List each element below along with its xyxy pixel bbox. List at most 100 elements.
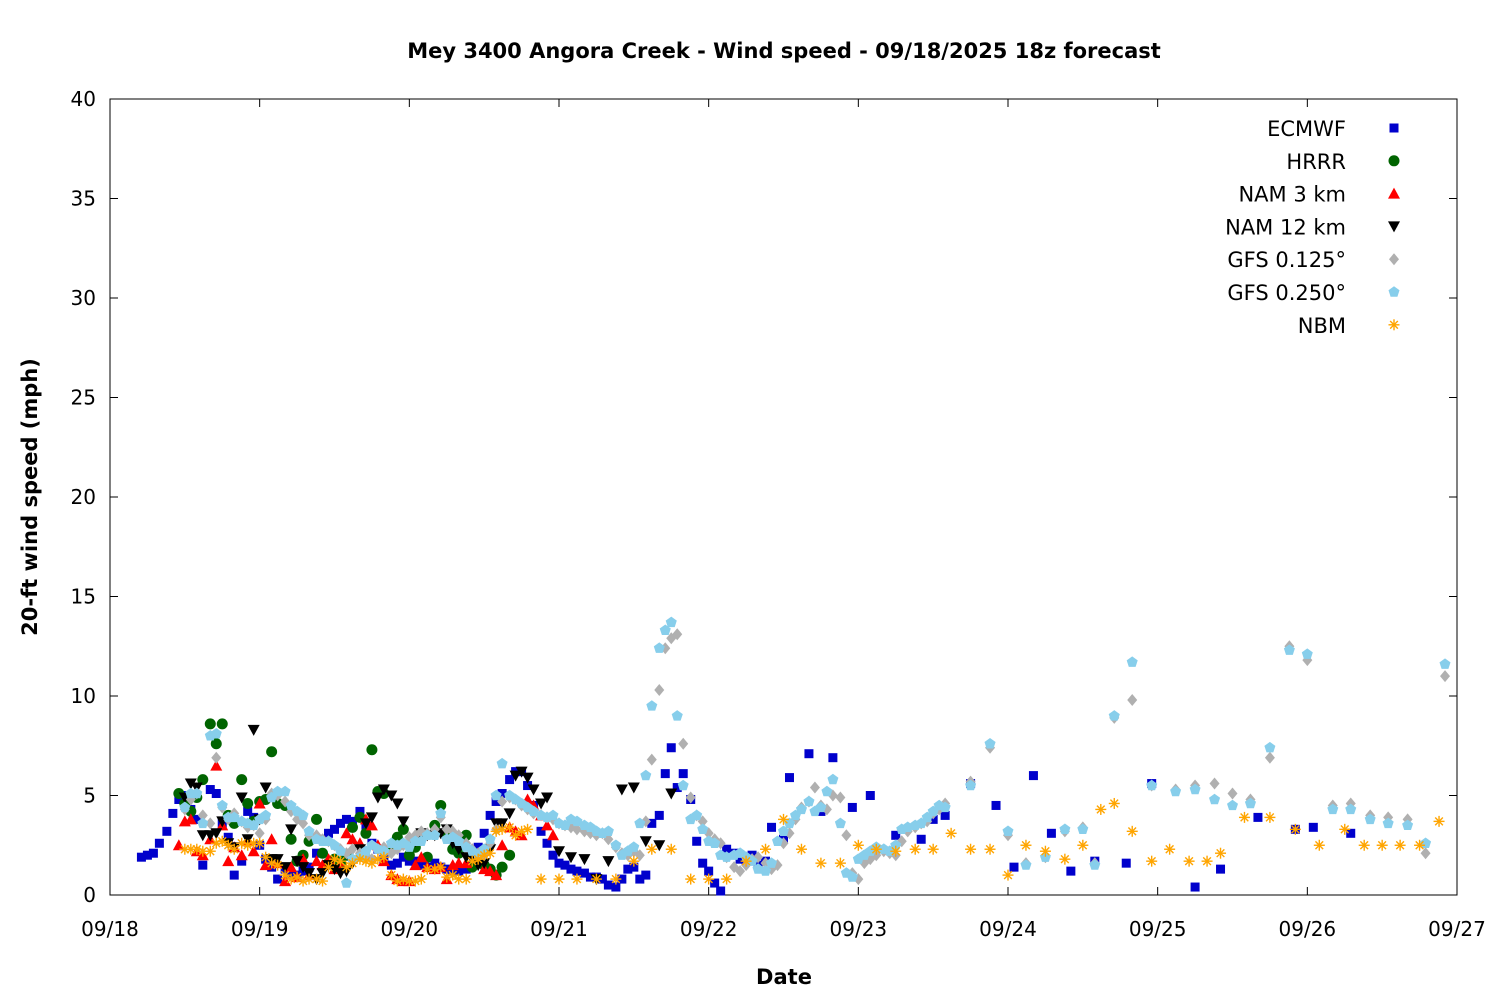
data-point bbox=[259, 859, 272, 871]
legend-marker bbox=[1388, 319, 1400, 331]
data-point bbox=[1039, 845, 1051, 857]
data-point bbox=[1376, 839, 1388, 851]
data-point bbox=[560, 860, 570, 870]
data-point bbox=[210, 759, 223, 771]
data-point bbox=[247, 724, 260, 736]
data-point bbox=[602, 856, 615, 868]
data-point bbox=[766, 857, 777, 868]
data-point bbox=[646, 753, 657, 766]
data-point bbox=[1244, 797, 1256, 809]
data-point bbox=[442, 864, 452, 874]
data-point bbox=[640, 769, 652, 781]
data-point bbox=[460, 829, 472, 841]
data-point bbox=[279, 785, 291, 797]
data-point bbox=[778, 825, 789, 836]
legend-label: NAM 3 km bbox=[1238, 183, 1346, 207]
data-point bbox=[815, 857, 827, 869]
data-point bbox=[461, 864, 471, 874]
x-tick-label: 09/27 bbox=[1428, 917, 1486, 941]
data-point bbox=[1238, 811, 1250, 823]
data-point bbox=[590, 873, 602, 885]
data-point bbox=[542, 838, 552, 848]
data-point bbox=[391, 798, 404, 810]
data-point bbox=[496, 823, 508, 835]
data-point bbox=[535, 798, 548, 810]
data-point bbox=[611, 882, 621, 892]
data-point bbox=[504, 849, 516, 861]
data-point bbox=[678, 769, 688, 779]
data-point bbox=[617, 874, 627, 884]
data-point bbox=[698, 858, 708, 868]
data-point bbox=[266, 746, 278, 758]
y-tick-label: 35 bbox=[71, 187, 96, 211]
x-tick-label: 09/18 bbox=[81, 917, 139, 941]
data-point bbox=[628, 855, 640, 867]
legend-marker bbox=[1388, 187, 1400, 199]
data-point bbox=[916, 834, 926, 844]
data-point bbox=[709, 837, 721, 848]
data-point bbox=[610, 839, 622, 850]
data-point bbox=[1264, 741, 1276, 753]
data-point bbox=[641, 870, 651, 880]
data-point bbox=[291, 856, 304, 868]
data-point bbox=[547, 809, 559, 821]
data-point bbox=[654, 810, 664, 820]
data-point bbox=[259, 782, 272, 794]
data-point bbox=[1201, 855, 1213, 867]
data-point bbox=[398, 852, 408, 862]
data-point bbox=[615, 784, 628, 796]
data-point bbox=[1227, 787, 1238, 800]
data-point bbox=[784, 817, 795, 829]
data-point bbox=[691, 809, 703, 821]
data-point bbox=[366, 744, 378, 756]
data-point bbox=[629, 862, 639, 872]
data-point bbox=[1190, 882, 1200, 892]
data-point bbox=[666, 743, 676, 753]
data-point bbox=[1170, 785, 1182, 797]
data-point bbox=[478, 843, 490, 854]
data-point bbox=[735, 854, 745, 864]
data-point bbox=[716, 886, 726, 896]
data-point bbox=[429, 829, 441, 840]
data-point bbox=[984, 738, 996, 749]
data-point bbox=[285, 799, 297, 811]
legend-marker bbox=[1389, 253, 1399, 266]
data-point bbox=[635, 874, 645, 884]
data-point bbox=[228, 843, 240, 855]
chart-title: Mey 3400 Angora Creek - Wind speed - 09/… bbox=[407, 39, 1161, 63]
data-point bbox=[578, 854, 591, 866]
data-point bbox=[509, 770, 522, 782]
data-point bbox=[571, 823, 582, 836]
data-point bbox=[646, 843, 658, 855]
y-tick-label: 20 bbox=[71, 485, 96, 509]
data-point bbox=[795, 843, 807, 855]
data-point bbox=[415, 873, 427, 885]
data-point bbox=[273, 874, 283, 884]
data-point bbox=[646, 700, 658, 711]
data-point bbox=[403, 849, 415, 861]
series-gfs-0-250- bbox=[179, 616, 1451, 888]
data-point bbox=[1108, 710, 1120, 721]
series-nbm bbox=[179, 797, 1445, 887]
data-point bbox=[415, 851, 428, 863]
data-point bbox=[585, 872, 595, 882]
data-point bbox=[535, 873, 547, 885]
data-point bbox=[421, 829, 433, 840]
data-point bbox=[1028, 771, 1038, 781]
data-point bbox=[1339, 823, 1351, 835]
x-axis: 09/18 09/19 09/20 09/21 09/22 09/23 09/24 09/25… bbox=[81, 99, 1486, 941]
data-point bbox=[821, 785, 833, 797]
data-point bbox=[197, 774, 209, 786]
data-point bbox=[496, 839, 509, 851]
data-point bbox=[827, 773, 839, 785]
x-tick-label: 09/19 bbox=[231, 917, 289, 941]
data-point bbox=[385, 790, 398, 802]
data-point bbox=[721, 873, 733, 885]
data-point bbox=[236, 774, 248, 786]
x-tick-label: 09/23 bbox=[830, 917, 888, 941]
data-point bbox=[784, 773, 794, 783]
y-tick-label: 25 bbox=[71, 386, 96, 410]
data-point bbox=[521, 772, 534, 784]
data-point bbox=[297, 809, 309, 821]
data-point bbox=[678, 737, 689, 750]
